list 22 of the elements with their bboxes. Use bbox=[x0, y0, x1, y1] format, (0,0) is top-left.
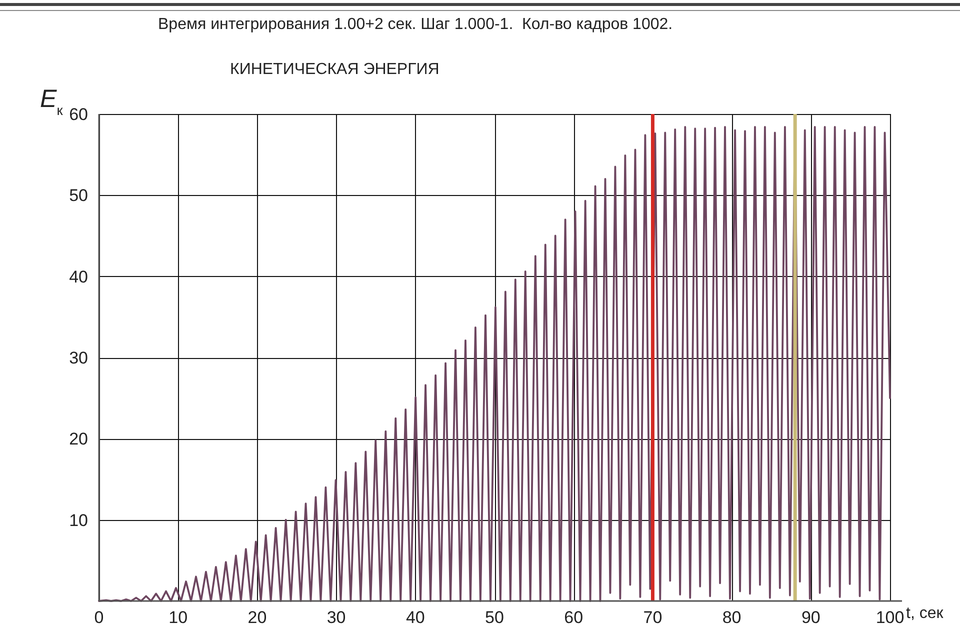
chart-title: КИНЕТИЧЕСКАЯ ЭНЕРГИЯ bbox=[230, 61, 440, 78]
y-tick-label: 20 bbox=[69, 430, 88, 449]
y-tick-label: 10 bbox=[69, 510, 88, 530]
x-tick-label: 70 bbox=[643, 608, 662, 627]
x-tick-label: 100 bbox=[876, 608, 904, 627]
line-series bbox=[98, 126, 891, 602]
x-tick-label: 10 bbox=[168, 608, 188, 627]
x-tick-label: 80 bbox=[722, 608, 742, 627]
x-tick-label: 60 bbox=[564, 608, 584, 627]
x-tick-label: 30 bbox=[326, 608, 346, 627]
x-tick-label: 50 bbox=[485, 608, 504, 627]
y-axis-title: E$_{к}$ bbox=[40, 85, 64, 118]
y-tick-label: 40 bbox=[69, 267, 88, 286]
x-tick-label: 0 bbox=[94, 608, 104, 627]
x-tick-label: 90 bbox=[801, 608, 820, 627]
x-tick-label: 40 bbox=[406, 608, 425, 627]
y-tick-label: 30 bbox=[69, 348, 88, 368]
y-tick-label: 50 bbox=[69, 186, 88, 206]
x-axis-title: t, сек bbox=[906, 605, 944, 622]
text: Время интегрирования 1.00+2 сек. Шаг 1.000-1. Кол-во кадров 1002. bbox=[158, 16, 673, 33]
y-tick-label: 60 bbox=[69, 105, 88, 124]
x-tick-label: 20 bbox=[248, 608, 267, 627]
